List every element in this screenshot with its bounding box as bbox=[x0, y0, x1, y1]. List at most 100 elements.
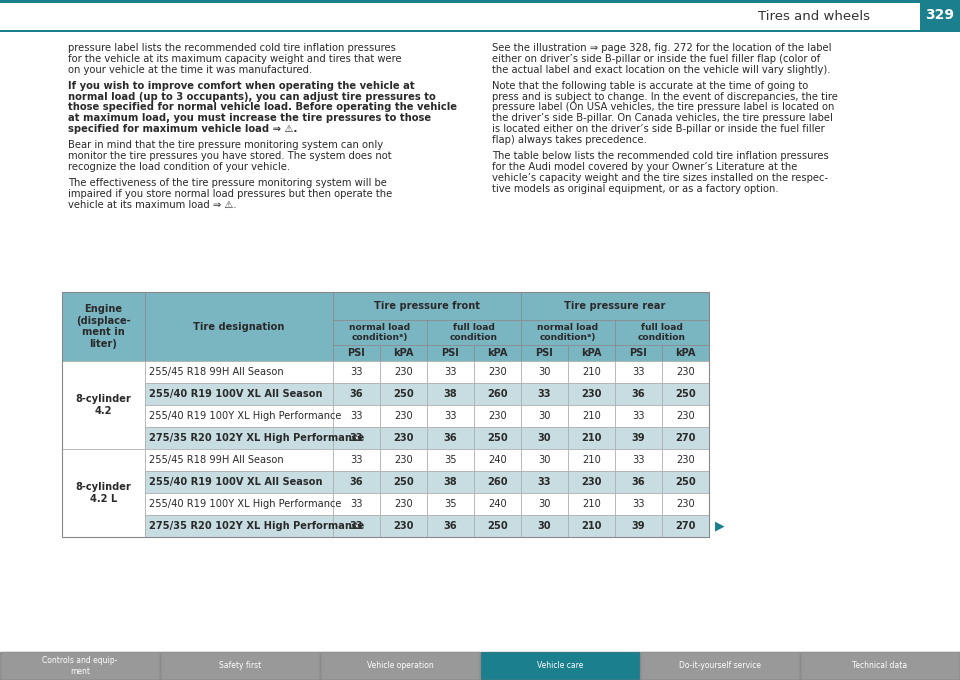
Bar bbox=[0, 652, 960, 680]
Text: 240: 240 bbox=[488, 455, 507, 465]
Text: Vehicle operation: Vehicle operation bbox=[367, 662, 433, 670]
Text: 230: 230 bbox=[676, 367, 695, 377]
Text: specified for maximum vehicle load ⇒ ⚠.: specified for maximum vehicle load ⇒ ⚠. bbox=[68, 124, 298, 134]
Text: kPA: kPA bbox=[675, 348, 696, 358]
Bar bbox=[333, 405, 380, 427]
Text: 270: 270 bbox=[675, 433, 696, 443]
Text: 36: 36 bbox=[444, 521, 457, 531]
Bar bbox=[380, 405, 427, 427]
Bar bbox=[427, 493, 474, 515]
Text: 33: 33 bbox=[444, 367, 457, 377]
Text: 260: 260 bbox=[487, 389, 508, 399]
Text: Do-it-yourself service: Do-it-yourself service bbox=[679, 662, 761, 670]
Text: 33: 33 bbox=[633, 367, 645, 377]
Bar bbox=[62, 292, 709, 537]
Bar bbox=[662, 449, 709, 471]
Bar bbox=[321, 652, 479, 680]
Bar bbox=[662, 427, 709, 449]
Text: is located either on the driver’s side B-pillar or inside the fuel filler: is located either on the driver’s side B… bbox=[492, 124, 825, 134]
Text: 35: 35 bbox=[444, 499, 457, 509]
Bar bbox=[0, 0, 960, 3]
Bar bbox=[662, 405, 709, 427]
Bar bbox=[568, 515, 615, 537]
Bar bbox=[568, 427, 615, 449]
Bar bbox=[380, 361, 427, 383]
Text: impaired if you store normal load pressures but then operate the: impaired if you store normal load pressu… bbox=[68, 189, 393, 199]
Bar bbox=[521, 493, 568, 515]
Text: Tire designation: Tire designation bbox=[193, 322, 285, 332]
Bar bbox=[62, 361, 145, 449]
Bar bbox=[145, 515, 333, 537]
Text: 36: 36 bbox=[444, 433, 457, 443]
Bar bbox=[568, 345, 615, 361]
Bar bbox=[615, 361, 662, 383]
Bar bbox=[615, 515, 662, 537]
Text: 230: 230 bbox=[581, 389, 602, 399]
Bar bbox=[0, 30, 960, 32]
Bar bbox=[0, 0, 960, 30]
Text: 230: 230 bbox=[395, 411, 413, 421]
Bar bbox=[145, 427, 333, 449]
Bar bbox=[474, 471, 521, 493]
Text: pressure label (On USA vehicles, the tire pressure label is located on: pressure label (On USA vehicles, the tir… bbox=[492, 103, 834, 112]
Text: full load
condition: full load condition bbox=[450, 323, 498, 342]
Text: 230: 230 bbox=[394, 433, 414, 443]
Text: 250: 250 bbox=[487, 433, 508, 443]
Text: PSI: PSI bbox=[348, 348, 366, 358]
Text: 230: 230 bbox=[395, 499, 413, 509]
Text: 33: 33 bbox=[350, 499, 363, 509]
Bar bbox=[427, 405, 474, 427]
Bar bbox=[145, 361, 333, 383]
Bar bbox=[380, 515, 427, 537]
Text: 210: 210 bbox=[581, 433, 602, 443]
Text: flap) always takes precedence.: flap) always takes precedence. bbox=[492, 135, 647, 145]
Bar bbox=[568, 471, 615, 493]
Bar bbox=[427, 320, 521, 345]
Text: 275/35 R20 102Y XL High Performance: 275/35 R20 102Y XL High Performance bbox=[149, 433, 364, 443]
Text: 250: 250 bbox=[675, 389, 696, 399]
Text: 230: 230 bbox=[394, 521, 414, 531]
Text: 36: 36 bbox=[349, 477, 363, 487]
Bar bbox=[568, 405, 615, 427]
Text: 230: 230 bbox=[488, 367, 507, 377]
Bar bbox=[615, 345, 662, 361]
Text: 329: 329 bbox=[925, 8, 954, 22]
Bar bbox=[481, 652, 639, 680]
Bar bbox=[427, 449, 474, 471]
Text: Tires and wheels: Tires and wheels bbox=[758, 10, 870, 24]
Text: 230: 230 bbox=[676, 411, 695, 421]
Text: 33: 33 bbox=[633, 411, 645, 421]
Text: 30: 30 bbox=[539, 499, 551, 509]
Text: normal load
conditionᵃ): normal load conditionᵃ) bbox=[349, 323, 411, 342]
Text: 33: 33 bbox=[633, 499, 645, 509]
Text: 210: 210 bbox=[582, 455, 601, 465]
Text: 36: 36 bbox=[632, 389, 645, 399]
Bar bbox=[521, 427, 568, 449]
Bar bbox=[474, 449, 521, 471]
Bar bbox=[474, 345, 521, 361]
Bar bbox=[333, 471, 380, 493]
Text: PSI: PSI bbox=[536, 348, 553, 358]
Text: monitor the tire pressures you have stored. The system does not: monitor the tire pressures you have stor… bbox=[68, 151, 392, 161]
Text: 33: 33 bbox=[350, 367, 363, 377]
Text: 210: 210 bbox=[582, 411, 601, 421]
Bar bbox=[333, 383, 380, 405]
Text: Tire pressure front: Tire pressure front bbox=[374, 301, 480, 311]
Bar bbox=[568, 449, 615, 471]
Bar bbox=[427, 383, 474, 405]
Bar bbox=[333, 345, 380, 361]
Text: the actual label and exact location on the vehicle will vary slightly).: the actual label and exact location on t… bbox=[492, 65, 830, 75]
Text: 240: 240 bbox=[488, 499, 507, 509]
Bar bbox=[380, 471, 427, 493]
Bar bbox=[662, 515, 709, 537]
Text: 255/45 R18 99H All Season: 255/45 R18 99H All Season bbox=[149, 455, 283, 465]
Text: 255/45 R18 99H All Season: 255/45 R18 99H All Season bbox=[149, 367, 283, 377]
Bar bbox=[920, 0, 960, 30]
Text: 33: 33 bbox=[349, 521, 363, 531]
Bar bbox=[380, 427, 427, 449]
Bar bbox=[640, 652, 800, 680]
Bar bbox=[380, 345, 427, 361]
Text: 33: 33 bbox=[349, 433, 363, 443]
Text: 8-cylinder
4.2: 8-cylinder 4.2 bbox=[76, 394, 132, 415]
Text: 230: 230 bbox=[676, 499, 695, 509]
